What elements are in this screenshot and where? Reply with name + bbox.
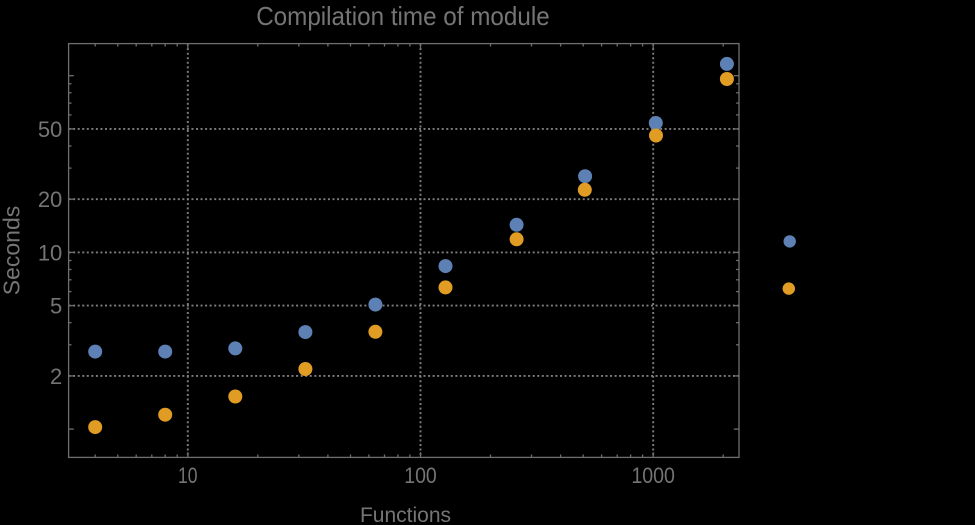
svg-text:Functions: Functions: [360, 504, 451, 525]
svg-text:2: 2: [50, 364, 62, 389]
svg-text:20: 20: [38, 187, 62, 212]
svg-text:1000: 1000: [631, 463, 675, 488]
svg-text:10: 10: [38, 240, 62, 265]
svg-text:Seconds: Seconds: [0, 206, 25, 296]
svg-text:50: 50: [38, 117, 62, 142]
svg-text:100: 100: [404, 463, 437, 488]
svg-text:5: 5: [50, 294, 62, 319]
svg-text:Compilation time of module: Compilation time of module: [256, 1, 550, 31]
svg-text:10: 10: [178, 463, 198, 488]
